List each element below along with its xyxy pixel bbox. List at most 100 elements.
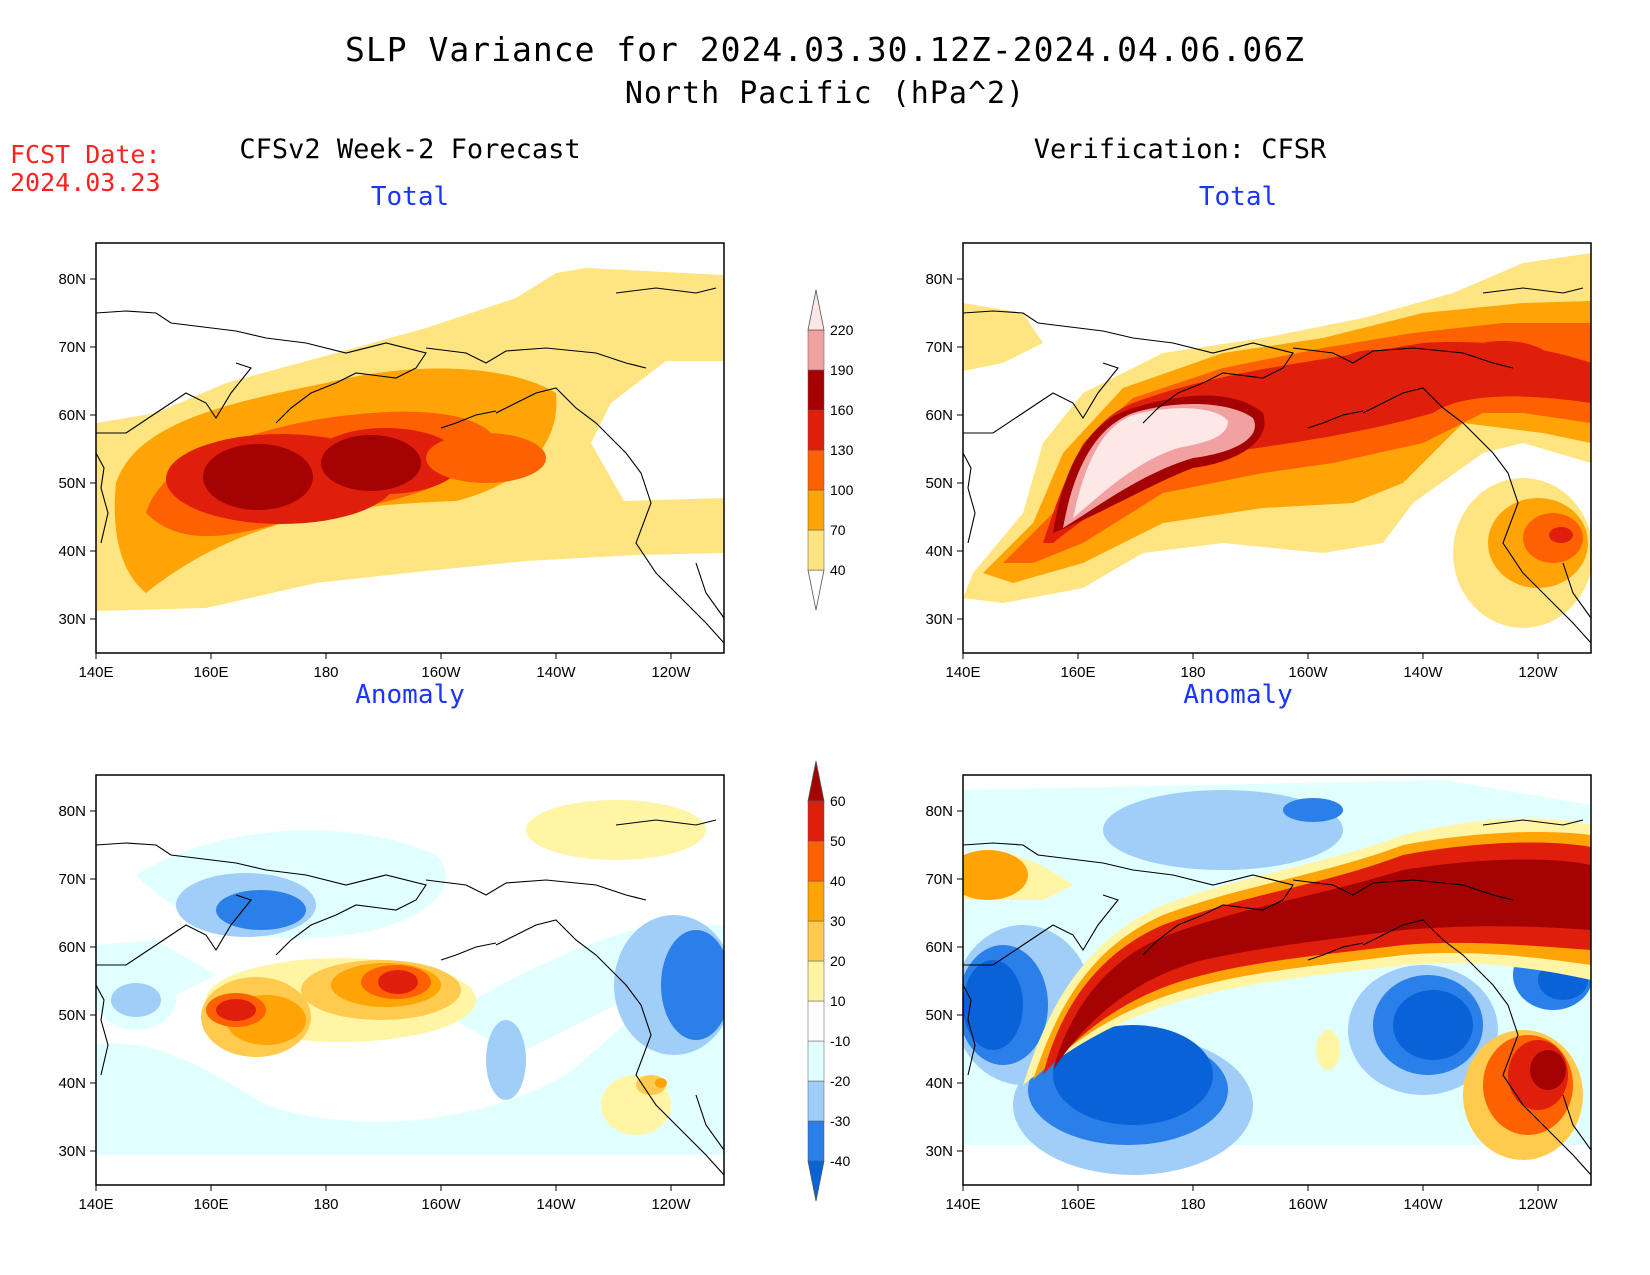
coastline-forecast-total [96,287,724,644]
coastline [440,942,497,961]
contour-region [216,999,256,1021]
lon-tick-label: 140E [78,1196,113,1213]
lon-tick-label: 160W [1288,1196,1328,1213]
coastline [963,362,1119,434]
colorbar-segment [807,1040,825,1082]
lat-tick-label: 70N [58,339,86,356]
column-title-forecast: CFSv2 Week-2 Forecast [239,134,581,165]
lat-tick-label: 40N [58,1075,86,1092]
lat-tick-label: 70N [58,871,86,888]
coastline [440,410,497,429]
map-panel-verification-total: 140E 160E 180 160W 140W 120W 80N 70N 60N 50N 40N 30… [925,242,1592,681]
colorbar-total: 40 70 100 130 160 190 220 [807,289,854,611]
contour-region [963,960,1023,1050]
contour-region [96,985,724,1155]
contour-region [1283,798,1343,822]
lat-tick-label: 60N [58,939,86,956]
lat-tick-label: 80N [925,271,953,288]
coastline [1362,919,1591,1176]
coastline [1307,410,1364,429]
main-title: SLP Variance for 2024.03.30.12Z-2024.04.… [345,30,1305,69]
lat-tick-label: 80N [925,803,953,820]
contour-region [1453,341,1553,385]
contour-region [963,850,1028,900]
contour-region [203,444,313,510]
lon-tick-label: 180 [313,664,338,681]
lon-tick-label: 160E [1060,664,1095,681]
coastline-forecast-anomaly [96,819,724,1176]
contour-fill-verification-anomaly [963,775,1591,1185]
lat-tick-label: 50N [58,1007,86,1024]
contour-region [655,1078,667,1088]
contour-region [216,890,306,930]
coastline [695,1094,724,1151]
lon-tick-label: 120W [1518,664,1558,681]
contour-region [1316,1030,1340,1070]
panel-title-forecast-total: Total [370,182,450,212]
contour-fill-verification-total [963,243,1591,653]
colorbar-segment [807,449,825,491]
coastline [425,879,647,901]
coastline [963,310,1294,424]
colorbar-high-triangle [807,289,825,331]
colorbar-label: 40 [830,873,846,889]
lon-tick-label: 140W [1403,1196,1443,1213]
contour-region [1549,527,1573,543]
lat-tick-label: 50N [58,475,86,492]
lat-tick-label: 80N [58,271,86,288]
lon-tick-label: 180 [1180,664,1205,681]
lon-tick-label: 180 [1180,1196,1205,1213]
panel-title-forecast-anomaly: Anomaly [355,680,465,710]
fcst-date-value: 2024.03.23 [10,168,161,197]
lat-tick-label: 40N [925,543,953,560]
lon-tick-label: 160E [1060,1196,1095,1213]
lon-tick-label: 160E [193,1196,228,1213]
column-title-verification: Verification: CFSR [1033,134,1327,165]
colorbar-high-triangle [807,760,825,802]
colorbar-label: 30 [830,913,846,929]
lat-tick-label: 30N [925,1143,953,1160]
contour-region [1530,1050,1566,1090]
coastline [495,919,724,1176]
colorbar-label: 130 [830,442,854,458]
colorbar-segment [807,960,825,1002]
coastline-verification-anomaly [963,819,1591,1176]
colorbar-low-triangle [807,1160,825,1202]
lon-tick-label: 140E [78,664,113,681]
colorbar-segment [807,840,825,882]
coastline [1362,387,1591,644]
panel-frame [962,774,1592,1186]
colorbar-segment [807,529,825,571]
coastline [1562,562,1591,619]
colorbar-label: 160 [830,402,854,418]
lon-tick-label: 140W [536,664,576,681]
coastline [963,452,976,544]
contour-region [1053,1025,1213,1125]
lon-tick-label: 140E [945,1196,980,1213]
colorbar-label: 60 [830,793,846,809]
contour-region [486,1020,526,1100]
coastline [1307,942,1364,961]
lat-tick-label: 60N [925,939,953,956]
main-subtitle: North Pacific (hPa^2) [624,76,1026,111]
contour-region [1393,990,1473,1060]
lat-tick-label: 50N [925,1007,953,1024]
colorbar-label: -20 [830,1073,850,1089]
contour-region [1073,408,1228,518]
coastline [1292,347,1514,369]
contour-region [1053,859,1591,1070]
coastline [1482,819,1584,826]
coastline [96,894,252,966]
lon-tick-label: 180 [313,1196,338,1213]
lat-tick-label: 30N [58,611,86,628]
coastline [495,387,724,644]
lon-tick-label: 160W [421,1196,461,1213]
contour-region [111,983,161,1017]
lat-tick-label: 70N [925,871,953,888]
coastline [963,842,1294,956]
coastline [1292,879,1514,901]
panel-frame [95,242,725,654]
coastline [96,362,252,434]
coastline [425,347,647,369]
